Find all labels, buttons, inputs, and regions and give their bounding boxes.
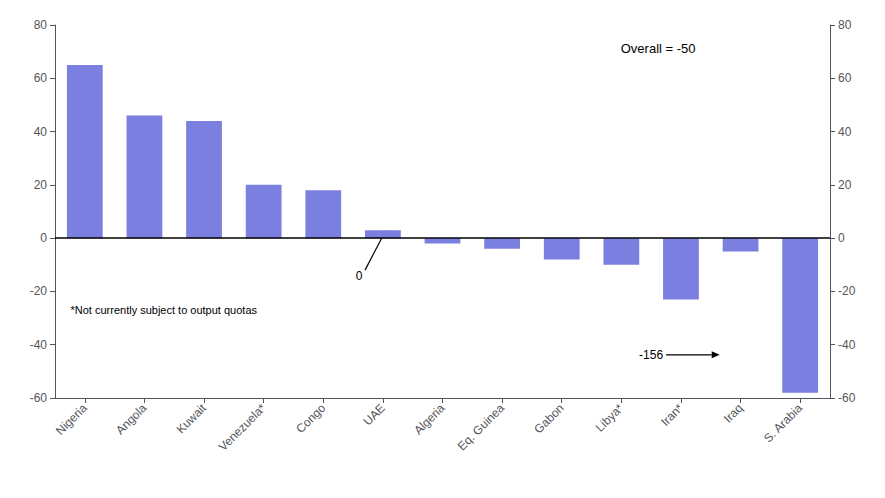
- svg-text:Libya*: Libya*: [593, 401, 627, 435]
- svg-text:0: 0: [40, 231, 47, 245]
- svg-text:-20: -20: [30, 284, 48, 298]
- svg-text:UAE: UAE: [361, 401, 388, 428]
- svg-text:Eq. Guinea: Eq. Guinea: [455, 401, 508, 454]
- svg-text:Venezuela*: Venezuela*: [216, 401, 269, 454]
- svg-text:-60: -60: [30, 391, 48, 405]
- svg-text:-20: -20: [838, 284, 856, 298]
- svg-text:Gabon: Gabon: [531, 401, 566, 436]
- svg-text:-156: -156: [639, 348, 663, 362]
- svg-text:Algeria: Algeria: [411, 401, 448, 438]
- svg-text:Iran*: Iran*: [658, 401, 686, 429]
- svg-text:Congo: Congo: [293, 401, 328, 436]
- svg-text:-40: -40: [838, 338, 856, 352]
- svg-text:0: 0: [356, 269, 363, 283]
- svg-text:80: 80: [838, 18, 852, 32]
- svg-text:80: 80: [34, 18, 48, 32]
- svg-text:Kuwait: Kuwait: [174, 401, 210, 437]
- svg-text:60: 60: [838, 71, 852, 85]
- svg-text:40: 40: [838, 125, 852, 139]
- svg-text:0: 0: [838, 231, 845, 245]
- svg-text:*Not currently subject to outp: *Not currently subject to output quotas: [71, 304, 258, 316]
- svg-text:-40: -40: [30, 338, 48, 352]
- svg-text:Nigeria: Nigeria: [53, 401, 90, 438]
- svg-text:Angola: Angola: [113, 401, 150, 438]
- svg-text:60: 60: [34, 71, 48, 85]
- svg-text:Overall = -50: Overall = -50: [621, 41, 696, 56]
- svg-text:-60: -60: [838, 391, 856, 405]
- svg-text:S. Arabia: S. Arabia: [761, 401, 806, 446]
- svg-text:20: 20: [34, 178, 48, 192]
- svg-text:Iraq: Iraq: [721, 401, 746, 426]
- svg-text:40: 40: [34, 125, 48, 139]
- svg-text:20: 20: [838, 178, 852, 192]
